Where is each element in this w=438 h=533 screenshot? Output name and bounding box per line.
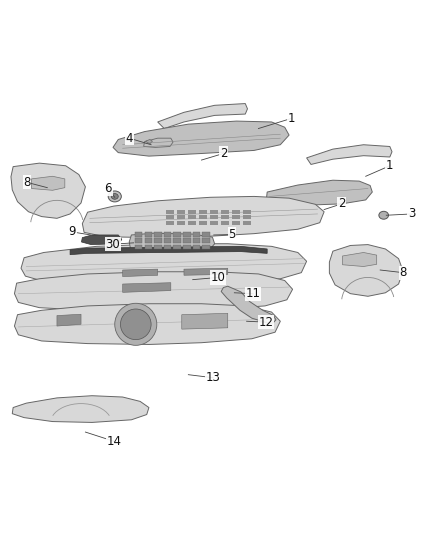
Polygon shape <box>123 282 171 292</box>
Text: 4: 4 <box>125 132 133 144</box>
Text: 5: 5 <box>229 228 236 241</box>
Bar <box>221 209 229 214</box>
Bar <box>199 215 207 219</box>
Text: 10: 10 <box>211 271 226 284</box>
Bar <box>232 209 240 214</box>
Text: 9: 9 <box>68 225 76 238</box>
Bar <box>154 232 162 237</box>
Bar <box>202 238 210 243</box>
Text: 2: 2 <box>338 197 346 211</box>
Bar <box>202 232 210 237</box>
Polygon shape <box>184 268 228 275</box>
Polygon shape <box>11 163 85 219</box>
Polygon shape <box>81 235 122 245</box>
Bar <box>166 221 174 225</box>
Bar <box>232 221 240 225</box>
Bar <box>193 238 200 243</box>
Bar <box>164 238 171 243</box>
Bar <box>145 232 152 237</box>
Bar <box>166 215 174 219</box>
Polygon shape <box>123 269 158 277</box>
Circle shape <box>120 309 151 340</box>
Text: 8: 8 <box>24 176 31 189</box>
Polygon shape <box>57 314 81 326</box>
Bar <box>145 238 152 243</box>
Polygon shape <box>14 304 280 344</box>
Bar <box>221 215 229 219</box>
Polygon shape <box>14 272 293 311</box>
Bar <box>188 221 196 225</box>
Text: 30: 30 <box>106 238 120 251</box>
Bar <box>243 221 251 225</box>
Text: 1: 1 <box>386 159 394 172</box>
Polygon shape <box>329 245 403 296</box>
Ellipse shape <box>379 211 389 219</box>
Bar <box>173 245 181 249</box>
Text: 14: 14 <box>106 435 121 448</box>
Bar <box>210 215 218 219</box>
Bar <box>173 238 181 243</box>
Text: 12: 12 <box>259 316 274 329</box>
Bar <box>145 245 152 249</box>
Polygon shape <box>82 197 324 238</box>
Bar <box>164 245 171 249</box>
Polygon shape <box>307 145 392 165</box>
Bar <box>199 209 207 214</box>
Bar <box>183 232 191 237</box>
PathPatch shape <box>221 286 276 324</box>
Bar <box>154 245 162 249</box>
Text: 6: 6 <box>104 182 112 196</box>
Polygon shape <box>113 121 289 156</box>
Bar <box>166 209 174 214</box>
Bar <box>193 245 200 249</box>
Bar <box>135 238 142 243</box>
Bar <box>183 245 191 249</box>
Polygon shape <box>12 395 149 423</box>
Text: 8: 8 <box>399 266 406 279</box>
Ellipse shape <box>108 191 121 202</box>
Bar <box>202 245 210 249</box>
Polygon shape <box>129 233 215 252</box>
Bar <box>177 221 185 225</box>
Bar <box>232 215 240 219</box>
Bar <box>199 221 207 225</box>
Bar <box>188 215 196 219</box>
Bar <box>164 232 171 237</box>
Bar <box>210 209 218 214</box>
Circle shape <box>115 303 157 345</box>
Bar <box>210 221 218 225</box>
Bar <box>183 238 191 243</box>
Polygon shape <box>343 253 377 266</box>
Bar <box>188 209 196 214</box>
Bar <box>243 215 251 219</box>
Bar <box>177 215 185 219</box>
Polygon shape <box>70 246 267 255</box>
Polygon shape <box>182 313 228 329</box>
Polygon shape <box>21 244 307 285</box>
Text: 2: 2 <box>219 147 227 160</box>
Polygon shape <box>144 138 173 147</box>
Text: 13: 13 <box>206 372 221 384</box>
Text: 3: 3 <box>408 207 415 221</box>
Bar <box>154 238 162 243</box>
Bar <box>177 209 185 214</box>
Bar <box>173 232 181 237</box>
Bar <box>135 245 142 249</box>
Bar <box>221 221 229 225</box>
Text: 1: 1 <box>287 112 295 125</box>
Polygon shape <box>145 140 152 144</box>
Bar <box>243 209 251 214</box>
Bar <box>193 232 200 237</box>
Ellipse shape <box>111 193 118 199</box>
Polygon shape <box>158 103 247 128</box>
Polygon shape <box>266 180 372 205</box>
Bar <box>135 232 142 237</box>
Polygon shape <box>32 176 65 190</box>
Text: 11: 11 <box>246 287 261 300</box>
